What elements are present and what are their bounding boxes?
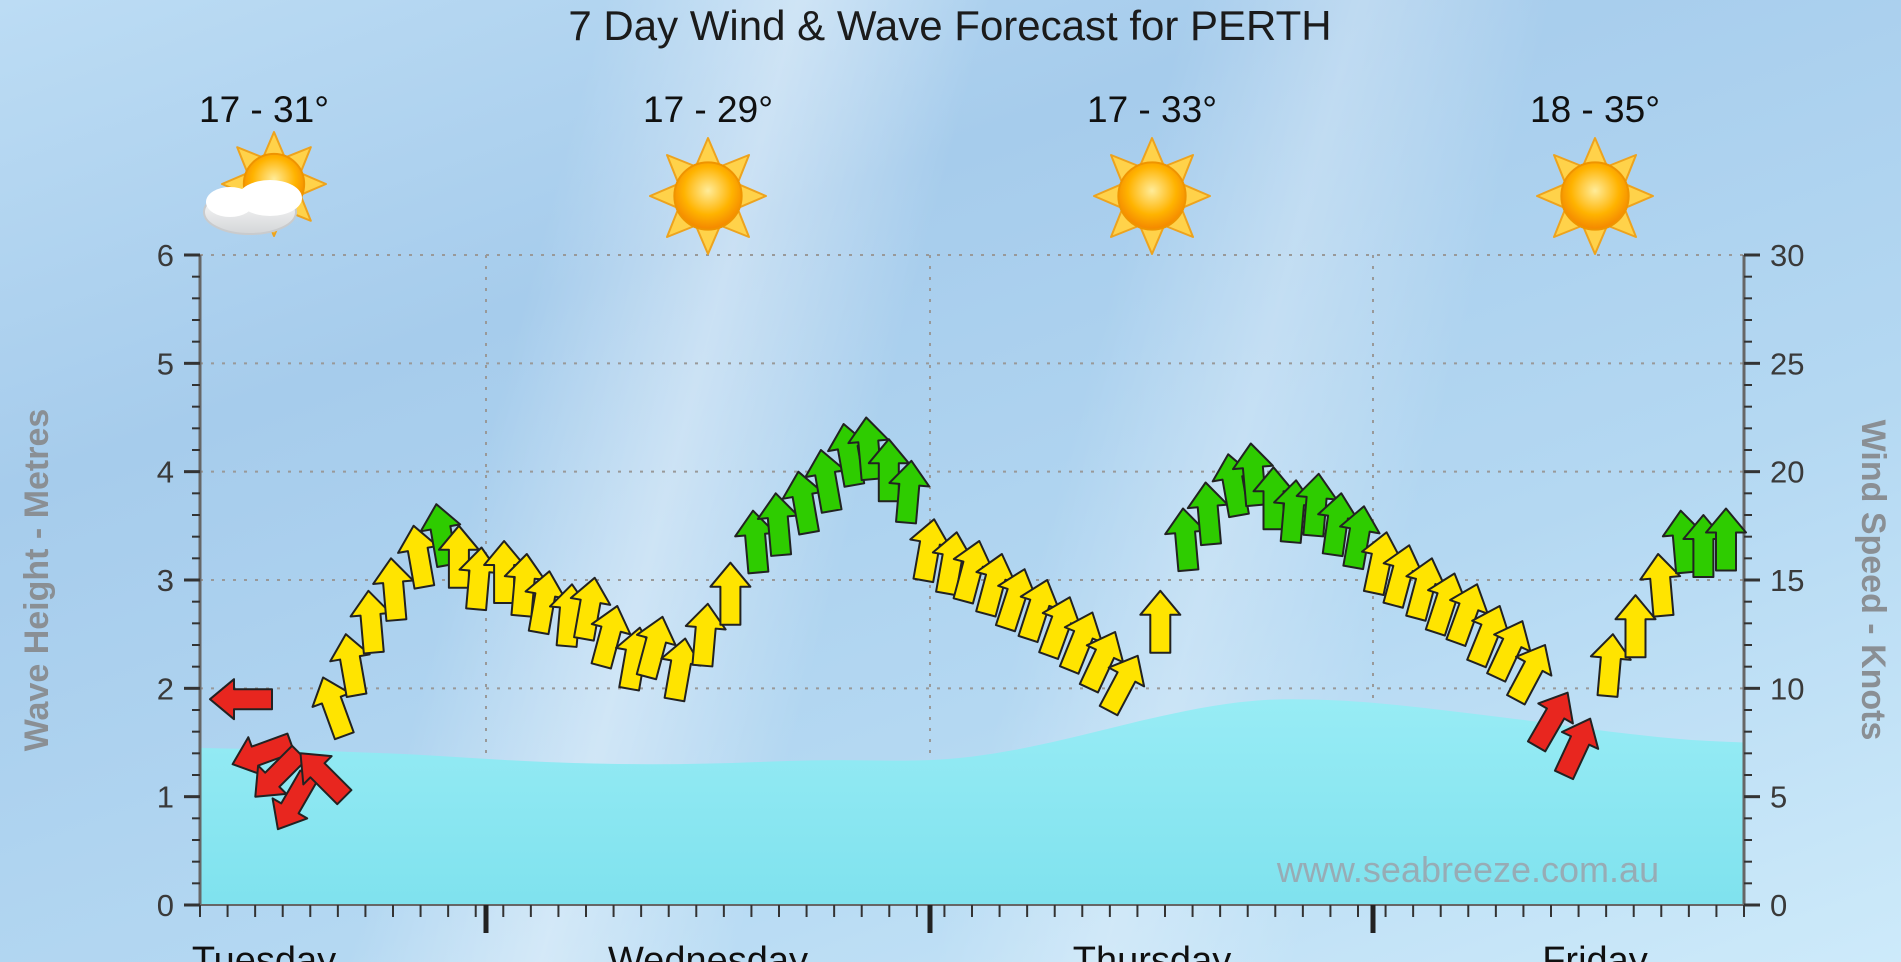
- wind-arrow-shape: [1506, 644, 1553, 706]
- wind-arrow: [569, 576, 612, 642]
- right-tick-label: 30: [1770, 238, 1804, 273]
- wind-arrow: [1098, 654, 1146, 717]
- wind-arrow-shape: [1705, 507, 1747, 572]
- sun-disc: [673, 161, 743, 231]
- left-tick-label: 0: [157, 888, 174, 923]
- wind-arrow: [1526, 691, 1574, 753]
- left-tick-label: 2: [157, 671, 174, 706]
- day-label-friday: Friday: [1542, 940, 1648, 962]
- chart-title: 7 Day Wind & Wave Forecast for PERTH: [568, 2, 1331, 49]
- sun-disc: [1117, 161, 1187, 231]
- sun-icon: [649, 137, 767, 255]
- right-tick-label: 5: [1770, 780, 1787, 815]
- wave-height-area: [200, 699, 1744, 905]
- wind-arrow: [1589, 633, 1632, 698]
- wind-arrow-shape: [635, 615, 677, 681]
- wind-arrow-shape: [1589, 633, 1632, 698]
- right-tick-label: 15: [1770, 563, 1804, 598]
- sun-cloud-icon: [203, 131, 327, 237]
- right-tick-label: 20: [1770, 455, 1804, 490]
- wind-arrow-shape: [329, 633, 371, 698]
- wind-arrow: [888, 459, 931, 525]
- left-tick-label: 5: [157, 346, 174, 381]
- wind-arrow: [372, 557, 415, 622]
- wind-arrow: [1139, 589, 1182, 654]
- wind-arrow-shape: [372, 557, 415, 622]
- sun-icon: [1536, 137, 1654, 255]
- wind-arrow-shape: [1639, 553, 1682, 618]
- wind-arrow: [1705, 507, 1747, 572]
- wind-arrow: [1339, 505, 1381, 571]
- wind-arrow-shape: [590, 605, 632, 670]
- day-temp-tuesday: 17 - 31°: [199, 89, 329, 130]
- day-label-thursday: Thursday: [1073, 940, 1231, 962]
- sun-disc: [1560, 161, 1630, 231]
- day-label-tuesday: Tuesday: [192, 940, 336, 962]
- right-tick-label: 10: [1770, 671, 1804, 706]
- right-axis-label: Wind Speed - Knots: [1854, 420, 1892, 741]
- wind-arrow-shape: [254, 744, 308, 798]
- wind-arrow: [209, 678, 273, 721]
- wind-arrow: [635, 615, 677, 681]
- wind-arrow: [1506, 644, 1553, 706]
- wind-arrow-shape: [1526, 691, 1574, 753]
- day-temp-wednesday: 17 - 29°: [643, 89, 773, 130]
- wind-arrow: [1553, 717, 1600, 781]
- wind-arrow: [590, 605, 632, 670]
- wind-arrow-shape: [1098, 654, 1146, 717]
- right-tick-label: 25: [1770, 346, 1804, 381]
- wind-arrow-shape: [569, 576, 612, 642]
- cloud-shape: [238, 180, 302, 216]
- wind-arrows-layer: [209, 416, 1747, 831]
- wind-arrow-shape: [1339, 505, 1381, 571]
- left-axis-label: Wave Height - Metres: [18, 409, 56, 752]
- wind-arrow: [709, 561, 752, 626]
- sun-icon: [1093, 137, 1211, 255]
- wind-arrow-shape: [1614, 594, 1657, 659]
- weather-icons-layer: [203, 131, 1654, 255]
- cloud-shape: [206, 187, 254, 217]
- left-tick-label: 6: [157, 238, 174, 273]
- left-tick-label: 1: [157, 780, 174, 815]
- wind-arrow-shape: [1553, 717, 1600, 781]
- day-label-wednesday: Wednesday: [608, 940, 808, 962]
- right-tick-label: 0: [1770, 888, 1787, 923]
- wind-arrow: [684, 602, 727, 668]
- watermark: www.seabreeze.com.au: [1276, 849, 1659, 890]
- wind-arrow: [254, 744, 308, 798]
- day-temp-friday: 18 - 35°: [1530, 89, 1660, 130]
- wind-arrow-shape: [299, 752, 353, 806]
- left-tick-label: 3: [157, 563, 174, 598]
- wave-height-fill: [200, 699, 1744, 905]
- wind-arrow-shape: [684, 602, 727, 668]
- wind-arrow: [1614, 594, 1657, 659]
- wind-arrow-shape: [209, 678, 273, 721]
- day-temp-thursday: 17 - 33°: [1087, 89, 1217, 130]
- left-tick-label: 4: [157, 455, 174, 490]
- wind-arrow: [1639, 553, 1682, 618]
- wind-arrow-shape: [709, 561, 752, 626]
- wind-arrow-shape: [1139, 589, 1182, 654]
- wind-arrow: [329, 633, 371, 698]
- axes-layer: 0 1 2 3 4 5 6 0 5 10 15 20 25 30: [157, 238, 1804, 933]
- wind-arrow-shape: [888, 459, 931, 525]
- wind-arrow: [299, 752, 353, 806]
